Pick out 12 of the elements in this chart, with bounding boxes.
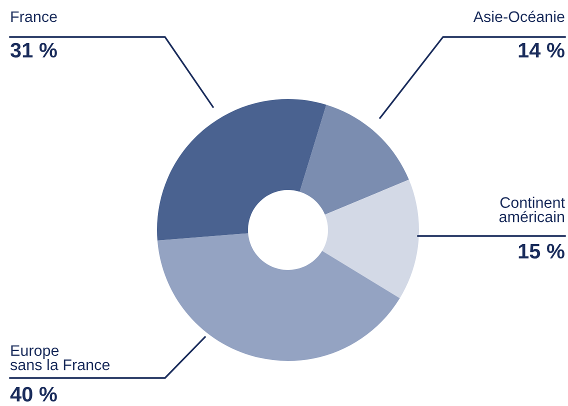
slice-label: France <box>11 11 57 22</box>
data-label: 40 % <box>10 386 57 402</box>
donut-slice <box>300 104 409 215</box>
data-label: 14 % <box>518 42 564 58</box>
data-label: 31 % <box>10 42 57 58</box>
data-label: 15 % <box>518 244 564 259</box>
slice-label: Asie-Océanie <box>473 10 564 22</box>
donut-slice <box>157 99 326 241</box>
slice-label: Continent américain <box>499 196 565 222</box>
donut-slice <box>322 180 419 298</box>
donut-slice <box>157 233 400 361</box>
slice-label: Europe sans la France <box>10 345 110 370</box>
